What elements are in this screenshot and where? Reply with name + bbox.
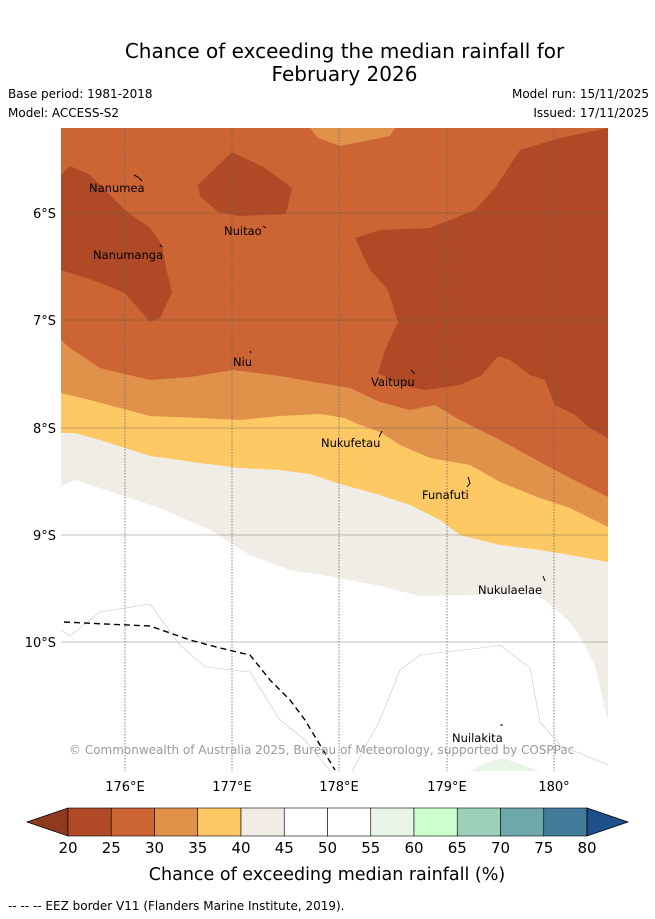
colorbar-high-extension	[586, 807, 630, 837]
colorbar-tick-label: 45	[275, 839, 294, 857]
colorbar: 20 25 30 35 40 45 50 55 60 65 70 75 80	[25, 807, 630, 857]
zone-20-25-west	[61, 166, 172, 322]
island-niu	[249, 350, 252, 354]
colorbar-segment	[370, 807, 415, 837]
eez-legend: -- -- -- EEZ border V11 (Flanders Marine…	[8, 899, 345, 913]
model-run: Model run: 15/11/2025	[511, 87, 649, 101]
colorbar-segment	[456, 807, 501, 837]
colorbar-segment	[154, 807, 199, 837]
island-nukufetau	[378, 430, 383, 438]
colorbar-segment	[543, 807, 588, 837]
label-funafuti: Funafuti	[422, 488, 469, 502]
colorbar-tick-label: 20	[58, 839, 77, 857]
colorbar-segment	[327, 807, 372, 837]
lon-label-178e: 178°E	[319, 780, 359, 795]
copyright-text: © Commonwealth of Australia 2025, Bureau…	[69, 743, 574, 757]
lat-label-8s: 8°S	[33, 422, 56, 437]
island-nanumanga	[159, 244, 163, 248]
colorbar-tick-label: 40	[231, 839, 250, 857]
title-line-1: Chance of exceeding the median rainfall …	[124, 39, 565, 63]
label-nuilakita: Nuilakita	[452, 731, 503, 745]
latitude-gridlines	[61, 212, 608, 643]
island-nanumea	[133, 174, 143, 182]
issued-date: Issued: 17/11/2025	[533, 106, 649, 120]
colorbar-tick-label: 25	[102, 839, 121, 857]
colorbar-tick-label: 70	[491, 839, 510, 857]
lon-label-176e: 176°E	[105, 780, 145, 795]
colorbar-segment	[240, 807, 285, 837]
label-nukulaelae: Nukulaelae	[478, 583, 542, 597]
islands	[133, 174, 546, 726]
lon-label-177e: 177°E	[212, 780, 252, 795]
zone-30-35-top	[310, 128, 395, 146]
colorbar-tick-label: 30	[145, 839, 164, 857]
colorbar-tick-label: 35	[188, 839, 207, 857]
lat-label-10s: 10°S	[25, 636, 56, 651]
label-vaitupu: Vaitupu	[371, 375, 415, 389]
colorbar-low-extension	[25, 807, 69, 837]
colorbar-tick-label: 75	[534, 839, 553, 857]
map-area: Nanumea Nuitao Nanumanga Niu Vaitupu Nuk…	[61, 128, 608, 771]
colorbar-tick-label: 80	[577, 839, 596, 857]
island-nuitao	[262, 225, 267, 229]
label-nuitao: Nuitao	[224, 224, 262, 238]
colorbar-label: Chance of exceeding median rainfall (%)	[149, 865, 505, 885]
contour-outlines	[61, 603, 608, 771]
colorbar-segment	[500, 807, 545, 837]
label-niu: Niu	[233, 355, 252, 369]
lon-label-180: 180°	[538, 780, 569, 795]
island-vaitupu	[410, 369, 416, 375]
label-nukufetau: Nukufetau	[321, 436, 380, 450]
label-nanumea: Nanumea	[89, 181, 145, 195]
lat-label-7s: 7°S	[33, 314, 56, 329]
model-name: Model: ACCESS-S2	[8, 106, 120, 120]
lat-label-9s: 9°S	[33, 529, 56, 544]
zone-45-55	[61, 480, 608, 771]
zone-20-25-north	[198, 152, 292, 216]
zone-20-25-east	[355, 128, 608, 438]
label-nanumanga: Nanumanga	[93, 248, 163, 262]
zone-55-60	[470, 758, 540, 771]
title-line-2: February 2026	[271, 62, 418, 86]
colorbar-tick-label: 50	[318, 839, 337, 857]
colorbar-segment	[110, 807, 155, 837]
colorbar-segment	[197, 807, 242, 837]
lon-label-179e: 179°E	[427, 780, 467, 795]
colorbar-segment	[67, 807, 112, 837]
island-nukulaelae	[542, 575, 546, 582]
eez-border	[63, 621, 336, 771]
colorbar-segment	[283, 807, 328, 837]
longitude-gridlines	[124, 128, 555, 771]
lat-label-6s: 6°S	[33, 207, 56, 222]
colorbar-tick-label: 60	[404, 839, 423, 857]
colorbar-tick-label: 65	[448, 839, 467, 857]
base-period: Base period: 1981-2018	[8, 87, 153, 101]
colorbar-tick-label: 55	[361, 839, 380, 857]
colorbar-segment	[413, 807, 458, 837]
map-title: Chance of exceeding the median rainfall …	[0, 40, 655, 86]
island-funafuti	[466, 476, 471, 488]
